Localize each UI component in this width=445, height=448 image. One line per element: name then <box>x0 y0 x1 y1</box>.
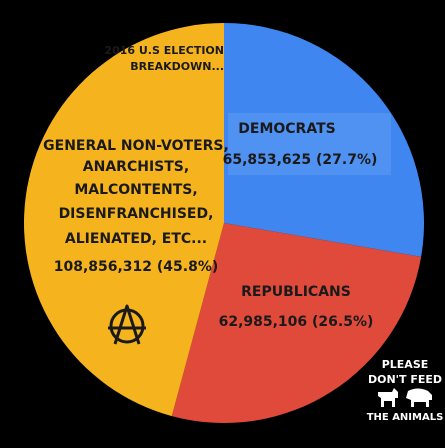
non-voters-label-line-1: GENERAL NON-VOTERS, <box>43 138 229 154</box>
republicans-label-value: 62,985,106 (26.5%) <box>219 314 374 330</box>
non-voters-label-line-3: MALCONTENTS, <box>74 182 197 198</box>
chart-title-line-2: BREAKDOWN... <box>130 60 224 73</box>
democrats-label-value: 65,853,625 (27.7%) <box>223 152 378 168</box>
pie-slices <box>24 23 424 423</box>
chart-title-line-1: 2016 U.S ELECTION <box>104 44 224 57</box>
elephant-icon <box>406 389 432 408</box>
dont-feed-badge: PLEASE DON'T FEED THE ANIMALS <box>367 358 444 423</box>
badge-line-3: THE ANIMALS <box>367 412 444 423</box>
republicans-label-name: REPUBLICANS <box>241 284 351 300</box>
democrats-label: DEMOCRATS 65,853,625 (27.7%) <box>223 113 391 175</box>
badge-line-2: DON'T FEED <box>368 373 442 386</box>
non-voters-label-value: 108,856,312 (45.8%) <box>54 259 219 275</box>
democrats-label-name: DEMOCRATS <box>238 121 335 137</box>
non-voters-label-line-5: ALIENATED, ETC... <box>65 231 207 247</box>
non-voters-label-line-4: DISENFRANCHISED, <box>59 206 214 222</box>
badge-line-1: PLEASE <box>382 358 429 371</box>
donkey-icon <box>378 388 398 407</box>
non-voters-label-line-2: ANARCHISTS, <box>83 159 189 175</box>
